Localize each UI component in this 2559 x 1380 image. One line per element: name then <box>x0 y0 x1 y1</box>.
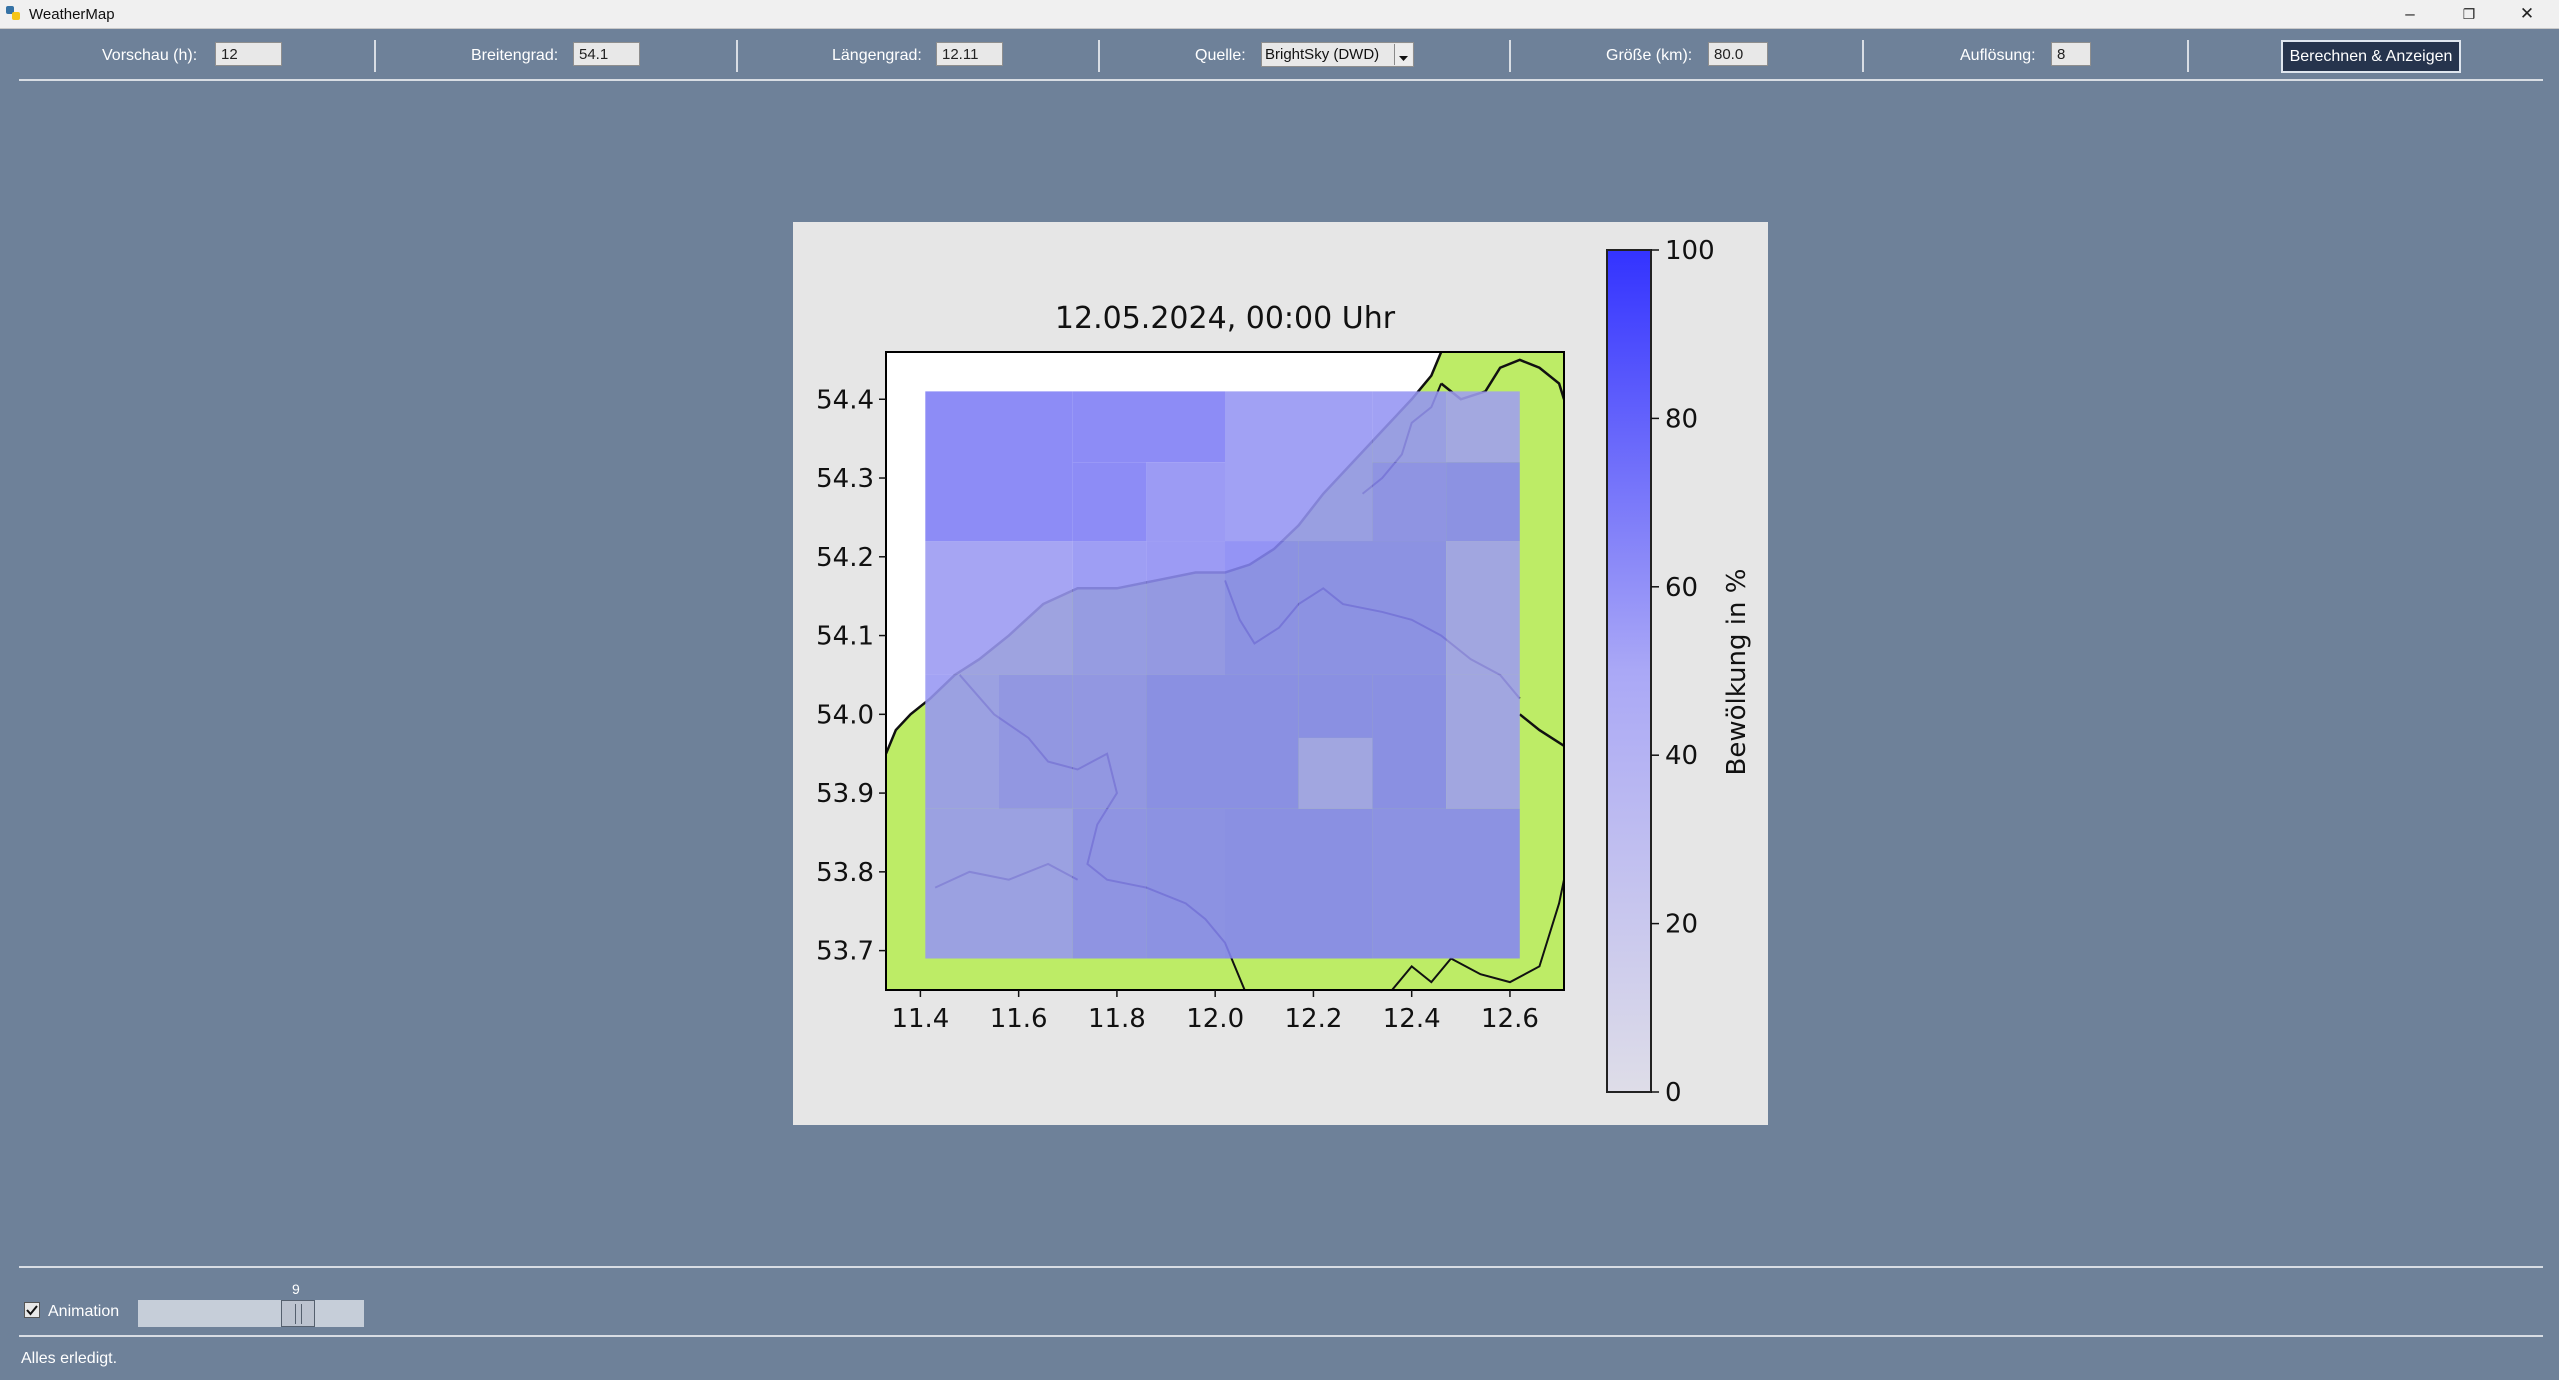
x-tick-label: 12.4 <box>1383 1004 1441 1034</box>
restore-button[interactable]: ❐ <box>2462 6 2476 22</box>
heatmap-cell <box>1372 391 1447 463</box>
heatmap-cell <box>1072 674 1147 809</box>
colorbar-label: Bewölkung in % <box>1722 569 1752 776</box>
x-tick-label: 12.0 <box>1186 1004 1244 1034</box>
x-tick-label: 11.6 <box>990 1004 1048 1034</box>
aufloesung-label: Auflösung: <box>1960 47 2036 64</box>
coastline <box>1519 713 1564 747</box>
heatmap-cell <box>1225 391 1373 542</box>
heatmap-cell <box>925 391 1073 542</box>
heatmap-cell <box>925 674 999 809</box>
groesse-input[interactable] <box>1708 42 1768 66</box>
heatmap-cell <box>925 541 1073 675</box>
quelle-selected-value: BrightSky (DWD) <box>1265 46 1380 63</box>
close-button[interactable]: ✕ <box>2519 4 2535 23</box>
status-text: Alles erledigt. <box>21 1350 118 1367</box>
colorbar-tick-label: 80 <box>1665 404 1698 434</box>
toolbar-separator <box>2187 40 2189 72</box>
heatmap-cell <box>1072 391 1225 463</box>
colorbar-tick-label: 60 <box>1665 573 1698 603</box>
y-tick-label: 54.4 <box>816 385 874 415</box>
heatmap-cell <box>1372 462 1447 542</box>
animation-slider[interactable] <box>138 1300 364 1327</box>
status-divider <box>19 1335 2543 1337</box>
animation-checkbox[interactable] <box>24 1302 40 1318</box>
y-tick-label: 54.1 <box>816 622 874 652</box>
breitengrad-label: Breitengrad: <box>471 47 559 64</box>
slider-value: 9 <box>292 1281 300 1297</box>
heatmap-cell <box>1298 541 1447 675</box>
x-tick-label: 12.6 <box>1481 1004 1539 1034</box>
python-app-icon <box>6 6 20 20</box>
toolbar-separator <box>1862 40 1864 72</box>
heatmap-cell <box>1225 541 1299 675</box>
y-tick-label: 53.7 <box>816 937 874 967</box>
berechnen-anzeigen-button[interactable]: Berechnen & Anzeigen <box>2281 40 2461 73</box>
breitengrad-input[interactable] <box>573 42 640 66</box>
toolbar-separator <box>736 40 738 72</box>
colorbar-tick-label: 0 <box>1665 1078 1682 1108</box>
heatmap-cell <box>1446 541 1520 675</box>
heatmap-cell <box>925 808 1073 959</box>
toolbar-separator <box>1509 40 1511 72</box>
heatmap-cell <box>1146 541 1225 675</box>
colorbar <box>1606 249 1652 1093</box>
x-tick-label: 12.2 <box>1284 1004 1342 1034</box>
heatmap-cell <box>1446 462 1520 542</box>
content-divider <box>19 1266 2543 1268</box>
quelle-label: Quelle: <box>1195 47 1246 64</box>
cloud-cover-heatmap: 12.05.2024, 00:00 Uhr 11.4 11.6 11.8 12.0 12… <box>816 236 1752 1108</box>
toolbar-separator <box>374 40 376 72</box>
laengengrad-input[interactable] <box>936 42 1003 66</box>
y-tick-label: 53.9 <box>816 779 874 809</box>
aufloesung-input[interactable] <box>2051 42 2091 66</box>
toolbar-divider <box>19 79 2543 81</box>
heatmap-cell <box>1146 808 1225 959</box>
animation-label: Animation <box>48 1303 120 1320</box>
slider-handle[interactable] <box>281 1300 315 1327</box>
map-figure: 12.05.2024, 00:00 Uhr 11.4 11.6 11.8 12.0 12… <box>793 222 1768 1125</box>
heatmap-cell <box>1146 674 1299 809</box>
colorbar-tick-label: 20 <box>1665 910 1698 940</box>
title-bar: WeatherMap – ❐ ✕ <box>0 0 2559 29</box>
laengengrad-label: Längengrad: <box>832 47 922 64</box>
heatmap-cell <box>999 674 1073 809</box>
border-line <box>1391 879 1564 990</box>
y-tick-label: 53.8 <box>816 858 874 888</box>
y-tick-label: 54.3 <box>816 464 874 494</box>
heatmap-cell <box>1372 674 1447 809</box>
heatmap-cell <box>1146 462 1225 542</box>
heatmap-cell <box>1446 391 1520 463</box>
chevron-down-icon[interactable] <box>1394 44 1412 65</box>
quelle-select[interactable]: BrightSky (DWD) <box>1261 42 1414 67</box>
vorschau-input[interactable] <box>215 42 282 66</box>
groesse-label: Größe (km): <box>1606 47 1693 64</box>
y-tick-label: 54.0 <box>816 700 874 730</box>
check-icon <box>26 1305 38 1316</box>
chart-title: 12.05.2024, 00:00 Uhr <box>1055 301 1396 336</box>
heatmap-cell <box>1072 808 1147 959</box>
heatmap-cell <box>1298 674 1373 738</box>
toolbar-separator <box>1098 40 1100 72</box>
heatmap-cell <box>1372 808 1520 959</box>
heatmap-cell <box>1298 737 1373 809</box>
colorbar-tick-label: 100 <box>1665 236 1715 266</box>
minimize-button[interactable]: – <box>2405 4 2415 23</box>
y-tick-label: 54.2 <box>816 543 874 573</box>
vorschau-label: Vorschau (h): <box>102 47 198 64</box>
heatmap-cell <box>1225 808 1373 959</box>
window-title: WeatherMap <box>29 6 115 23</box>
x-tick-label: 11.4 <box>891 1004 949 1034</box>
plot-frame <box>885 351 1565 991</box>
colorbar-tick-label: 40 <box>1665 741 1698 771</box>
heatmap-cell <box>1072 541 1147 675</box>
x-tick-label: 11.8 <box>1088 1004 1146 1034</box>
heatmap-cell <box>1446 674 1520 809</box>
heatmap-cell <box>1072 462 1147 542</box>
